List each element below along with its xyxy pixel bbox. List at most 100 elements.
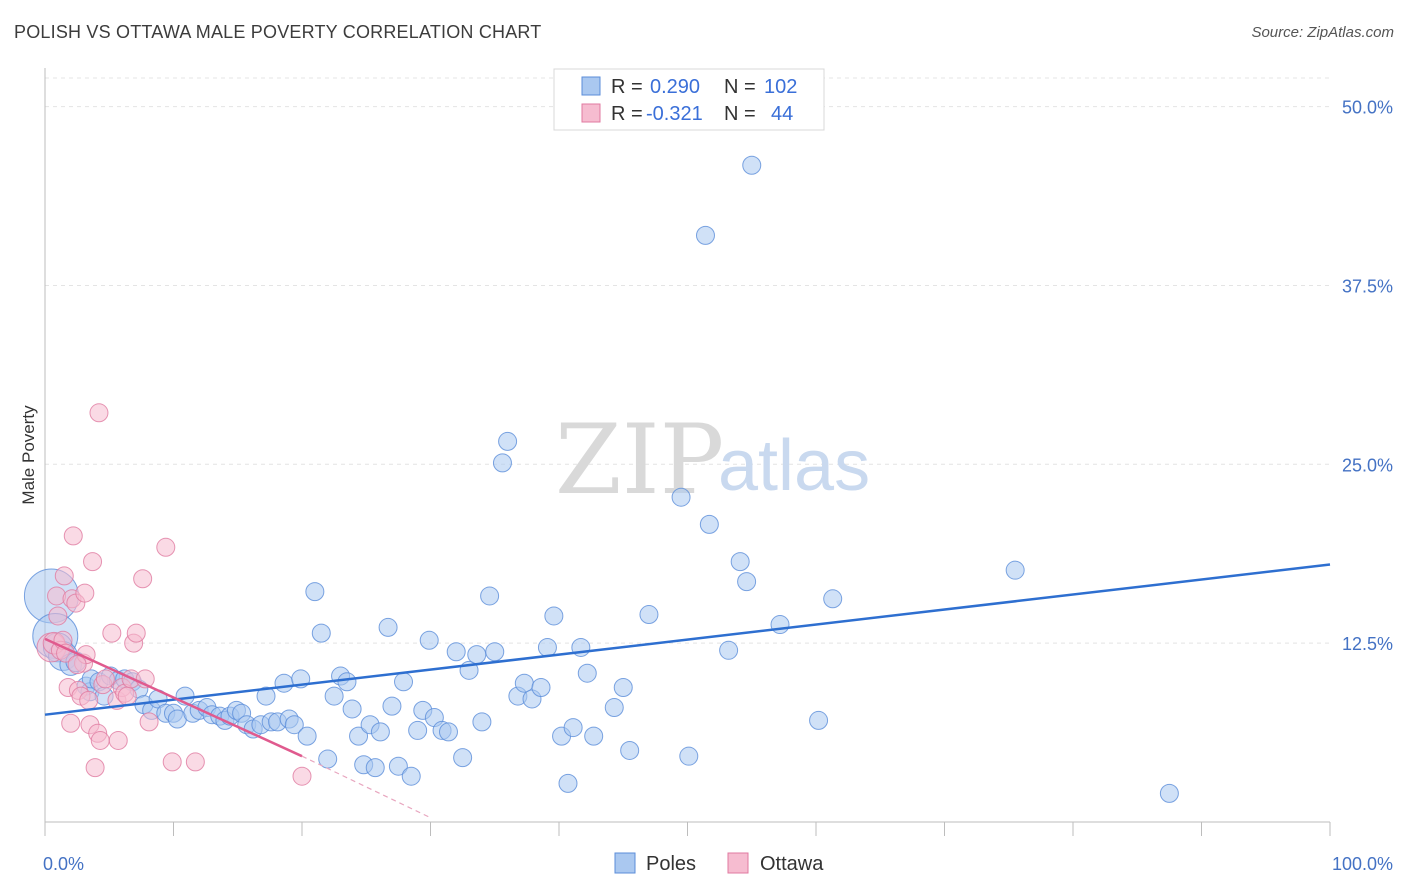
- poles-point-46: [324, 686, 344, 706]
- poles-point-100: [809, 710, 829, 730]
- poles-point-54: [370, 722, 390, 742]
- poles-trend-line: [44, 563, 1331, 716]
- poles-point-55: [378, 617, 398, 637]
- poles-point-44: [311, 623, 331, 643]
- poles-point-93: [695, 225, 715, 245]
- poles-point-35: [256, 686, 276, 706]
- y-tick-label-3: 50.0%: [1342, 98, 1393, 118]
- ottawa-point-3: [48, 606, 68, 626]
- ottawa-point-6: [54, 566, 74, 586]
- ottawa-point-31: [117, 686, 137, 706]
- legend-r-value-poles: 0.290: [650, 76, 700, 98]
- grid-lines: [45, 77, 1330, 644]
- poles-point-70: [472, 712, 492, 732]
- poles-point-85: [577, 663, 597, 683]
- watermark: ZIP atlas: [555, 404, 870, 516]
- legend-r-label-poles: R =: [611, 76, 643, 98]
- poles-point-83: [563, 718, 583, 738]
- y-tick-label-1: 25.0%: [1342, 455, 1393, 475]
- poles-point-59: [401, 766, 421, 786]
- watermark-atlas: atlas: [718, 426, 870, 506]
- ottawa-point-40: [185, 752, 205, 772]
- poles-point-74: [498, 431, 518, 451]
- poles-point-69: [467, 645, 487, 665]
- ottawa-point-9: [61, 713, 81, 733]
- ottawa-point-21: [85, 758, 105, 778]
- poles-point-40: [284, 715, 304, 735]
- poles-point-79: [537, 637, 557, 657]
- poles-point-76: [514, 673, 534, 693]
- poles-point-88: [613, 678, 633, 698]
- data-points: [23, 155, 1179, 803]
- ottawa-point-28: [108, 730, 128, 750]
- poles-point-57: [388, 756, 408, 776]
- poles-point-72: [485, 642, 505, 662]
- poles-point-43: [305, 582, 325, 602]
- legend-r-value-ottawa: -0.321: [646, 103, 703, 125]
- ottawa-point-25: [95, 669, 115, 689]
- x-tick-label-1: 100.0%: [1332, 854, 1393, 874]
- poles-point-102: [1005, 560, 1025, 580]
- poles-point-71: [480, 586, 500, 606]
- poles-point-58: [394, 672, 414, 692]
- poles-point-65: [438, 722, 458, 742]
- poles-point-96: [730, 552, 750, 572]
- ottawa-point-23: [90, 730, 110, 750]
- legend-n-value-poles: 102: [764, 76, 797, 98]
- ottawa-point-38: [156, 537, 176, 557]
- legend-bottom: Poles Ottawa: [614, 852, 824, 875]
- poles-point-80: [544, 606, 564, 626]
- y-axis-label: Male Poverty: [19, 405, 38, 505]
- ottawa-point-2: [47, 586, 67, 606]
- ottawa-point-43: [67, 655, 87, 675]
- poles-point-94: [699, 514, 719, 534]
- poles-point-98: [742, 155, 762, 175]
- poles-point-90: [639, 605, 659, 625]
- bottom-legend-label-poles: Poles: [646, 853, 696, 875]
- poles-point-38: [274, 673, 294, 693]
- ottawa-point-20: [83, 552, 103, 572]
- poles-point-87: [604, 698, 624, 718]
- chart-title: POLISH VS OTTAWA MALE POVERTY CORRELATIO…: [14, 22, 542, 42]
- poles-point-42: [297, 726, 317, 746]
- legend-n-label-ottawa: N =: [724, 103, 756, 125]
- poles-point-53: [365, 758, 385, 778]
- poles-point-97: [737, 572, 757, 592]
- legend-swatch-ottawa: [581, 103, 601, 123]
- ottawa-point-41: [292, 766, 312, 786]
- legend-top: R = 0.290 N = 102 R = -0.321 N = 44: [553, 68, 825, 131]
- poles-point-67: [453, 748, 473, 768]
- ottawa-point-37: [139, 712, 159, 732]
- poles-point-66: [446, 642, 466, 662]
- legend-n-label-poles: N =: [724, 76, 756, 98]
- poles-point-95: [719, 640, 739, 660]
- poles-point-73: [492, 453, 512, 473]
- ottawa-point-42: [89, 403, 109, 423]
- ottawa-trend-line: [44, 637, 303, 758]
- y-tick-label-2: 37.5%: [1342, 276, 1393, 296]
- x-tick-label-0: 0.0%: [43, 854, 84, 874]
- legend-n-value-ottawa: 44: [771, 103, 793, 125]
- poles-point-86: [584, 726, 604, 746]
- poles-point-60: [408, 720, 428, 740]
- poles-point-56: [382, 696, 402, 716]
- poles-point-103: [1159, 783, 1179, 803]
- ottawa-point-16: [75, 583, 95, 603]
- tick-labels: 12.5% 25.0% 37.5% 50.0% 0.0% 100.0%: [43, 98, 1393, 874]
- poles-point-82: [558, 773, 578, 793]
- poles-point-50: [349, 726, 369, 746]
- trend-lines: [44, 563, 1331, 819]
- poles-point-49: [342, 699, 362, 719]
- bottom-legend-swatch-ottawa: [727, 852, 749, 874]
- ottawa-point-34: [126, 623, 146, 643]
- poles-point-62: [419, 630, 439, 650]
- y-tick-label-0: 12.5%: [1342, 634, 1393, 654]
- poles-point-48: [337, 672, 357, 692]
- ottawa-point-39: [162, 752, 182, 772]
- legend-r-label-ottawa: R =: [611, 103, 643, 125]
- ottawa-point-26: [102, 623, 122, 643]
- poles-point-99: [770, 615, 790, 635]
- poles-point-92: [679, 746, 699, 766]
- source-label: Source: ZipAtlas.com: [1251, 24, 1394, 41]
